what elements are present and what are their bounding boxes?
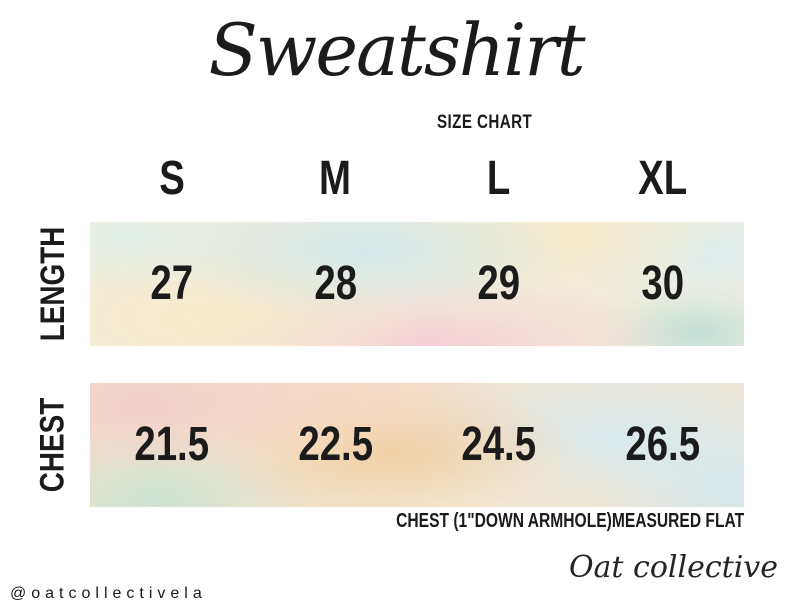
size-header-xl: XL [581, 155, 745, 203]
row-label-length: LENGTH [34, 226, 72, 342]
chest-values-row: 21.5 22.5 24.5 26.5 [90, 383, 744, 507]
size-header-m: M [254, 155, 418, 203]
length-value-m: 28 [254, 260, 418, 308]
row-label-chest: CHEST [34, 397, 73, 493]
length-values-row: 27 28 29 30 [90, 222, 744, 346]
length-value-l-text: 29 [477, 257, 521, 310]
length-value-l: 29 [417, 260, 581, 308]
chest-value-m: 22.5 [254, 421, 418, 469]
size-header-xl-text: XL [637, 152, 687, 205]
length-value-s-text: 27 [150, 257, 194, 310]
chest-value-l: 24.5 [417, 421, 581, 469]
measurement-footnote-text: CHEST (1"DOWN ARMHOLE)MEASURED FLAT [396, 510, 744, 532]
page-title: Sweatshirt [208, 8, 585, 92]
size-header-s-text: S [158, 152, 185, 205]
size-header-l-text: L [487, 152, 511, 205]
brand-signature: Oat collective [568, 550, 778, 585]
chest-row-band: 21.5 22.5 24.5 26.5 [90, 383, 744, 507]
row-label-length-box: LENGTH [16, 222, 90, 346]
chest-value-s-text: 21.5 [134, 418, 210, 471]
size-header-m-text: M [319, 152, 352, 205]
size-header-l: L [417, 155, 581, 203]
chest-value-xl-text: 26.5 [624, 418, 700, 471]
chest-value-xl: 26.5 [581, 421, 745, 469]
length-value-xl: 30 [581, 260, 745, 308]
chest-value-l-text: 24.5 [461, 418, 537, 471]
size-header-row: S M L XL [90, 154, 744, 204]
length-row-band: 27 28 29 30 [90, 222, 744, 346]
measurement-footnote: CHEST (1"DOWN ARMHOLE)MEASURED FLAT [298, 510, 744, 533]
size-header-s: S [90, 155, 254, 203]
page-subtitle: SIZE CHART [437, 112, 556, 134]
length-value-m-text: 28 [313, 257, 357, 310]
chest-value-s: 21.5 [90, 421, 254, 469]
row-label-chest-box: CHEST [16, 383, 90, 507]
page-subtitle-text: SIZE CHART [437, 112, 533, 133]
length-value-xl-text: 30 [640, 257, 684, 310]
social-handle: @oatcollectivela [10, 585, 207, 602]
chest-value-m-text: 22.5 [297, 418, 373, 471]
length-value-s: 27 [90, 260, 254, 308]
